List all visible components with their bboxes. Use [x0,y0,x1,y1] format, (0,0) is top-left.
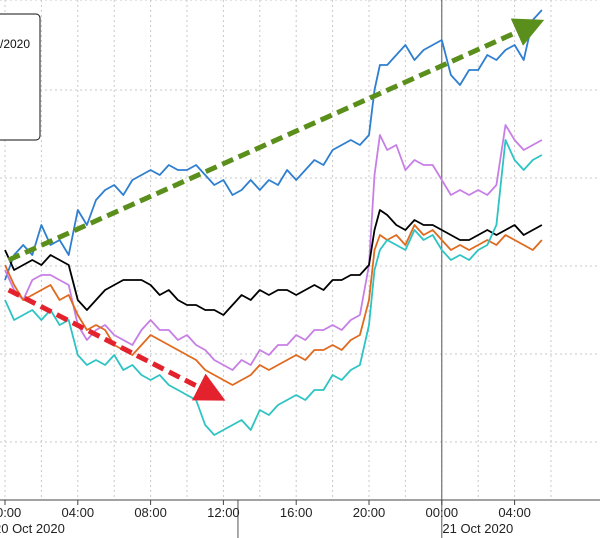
series-line-1 [4,9,543,281]
legend-box [0,13,41,141]
grid-lines [0,0,600,500]
x-tick-label: 00:00 [426,505,459,520]
series-line-2 [4,124,543,371]
x-axis-ticks: 00:00 04:00 08:00 12:00 16:00 20:00 00:00 04:00 [0,500,531,520]
legend-text: /2020 [0,37,30,51]
legend: /2020 [0,13,41,141]
x-tick-label: 16:00 [280,505,313,520]
trend-arrow-2 [7,287,226,401]
x-tick-label: 12:00 [207,505,240,520]
day-separators [237,0,443,538]
series-line-4 [4,224,543,386]
date-labels: 20 Oct 2020 21 Oct 2020 [0,521,513,536]
x-tick-label: 00:00 [0,505,21,520]
trend-arrow-1 [7,18,545,263]
date-label: 21 Oct 2020 [442,521,513,536]
date-label: 20 Oct 2020 [0,521,65,536]
series-lines [4,9,543,436]
x-tick-label: 08:00 [134,505,167,520]
series-line-5 [4,139,543,436]
x-tick-label: 20:00 [353,505,386,520]
trend-arrows [7,18,545,401]
x-tick-label: 04:00 [62,505,95,520]
series-line-3 [4,209,543,316]
x-tick-label: 04:00 [498,505,531,520]
